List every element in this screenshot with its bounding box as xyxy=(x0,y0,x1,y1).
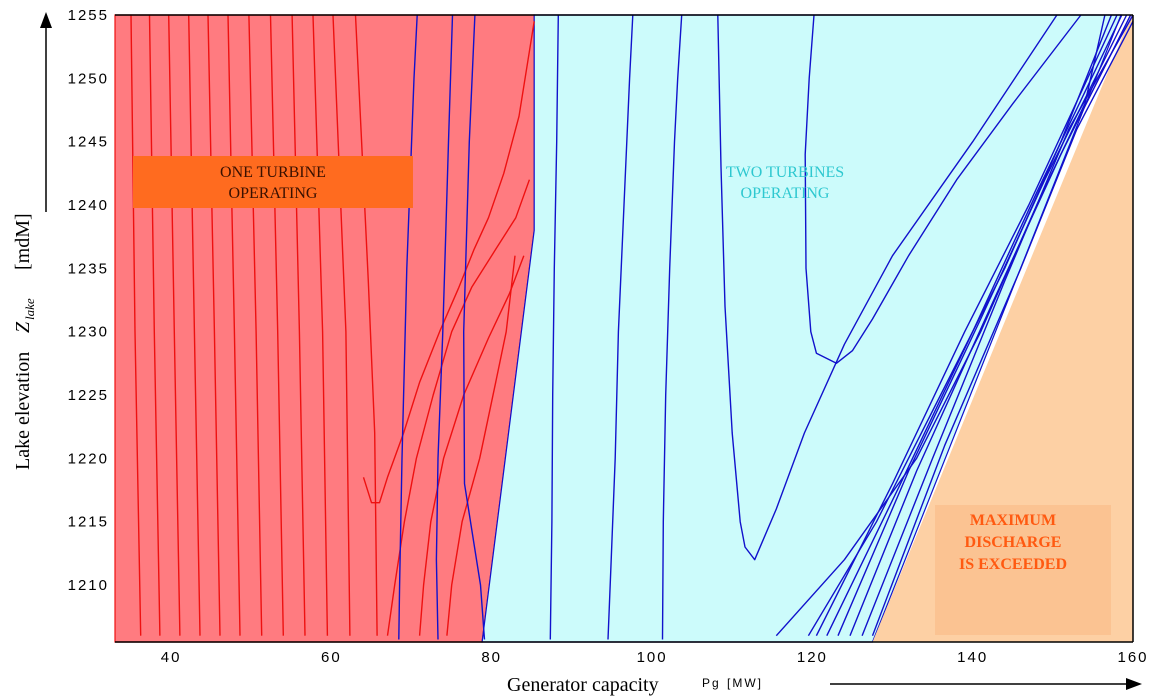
one-turbine-contour-line xyxy=(168,14,181,636)
x-tick-label: 140 xyxy=(957,649,988,666)
x-tick-label: 40 xyxy=(161,649,182,666)
max-discharge-label: MAXIMUM DISCHARGE IS EXCEEDED xyxy=(935,505,1111,635)
x-tick-label: 100 xyxy=(637,649,668,666)
one-turbine-contour-line xyxy=(291,14,306,636)
y-tick-labels: 1210 1215 1220 1225 1230 1235 1240 1245 1250 1255 xyxy=(68,7,109,594)
one-turbine-contour-line xyxy=(362,21,535,504)
two-turbine-contour-line xyxy=(871,20,1134,636)
two-turbine-contour-line xyxy=(398,14,418,640)
x-tick-label: 60 xyxy=(321,649,342,666)
one-turbine-contour-line xyxy=(130,14,142,636)
max-discharge-label-line-2: DISCHARGE xyxy=(965,534,1062,551)
one-turbine-contour-line xyxy=(269,14,284,636)
one-turbine-contour-line xyxy=(312,14,329,636)
y-axis-symbol-subscript: lake xyxy=(22,298,37,320)
one-turbine-contour-line xyxy=(188,14,201,636)
x-tick-label: 120 xyxy=(797,649,828,666)
y-axis-symbol: Z xyxy=(12,321,34,333)
two-turbines-label-line-1: TWO TURBINES xyxy=(726,164,844,181)
y-tick-label: 1210 xyxy=(68,577,109,594)
one-turbine-contour-line xyxy=(354,14,378,636)
two-turbine-contour-line xyxy=(826,14,1123,637)
two-turbine-contour-line xyxy=(463,14,486,640)
two-turbine-contour-line xyxy=(607,14,634,640)
one-turbine-label-line-2: OPERATING xyxy=(229,185,318,202)
two-turbines-label: TWO TURBINES OPERATING xyxy=(726,164,844,202)
x-tick-label: 80 xyxy=(481,649,502,666)
region-max-discharge xyxy=(872,15,1133,642)
y-tick-label: 1255 xyxy=(68,7,109,24)
x-axis-unit: [MW] xyxy=(727,676,763,690)
one-turbine-contour-line xyxy=(148,14,161,636)
x-tick-label: 160 xyxy=(1117,649,1148,666)
two-turbine-contour-line xyxy=(804,14,1082,364)
y-tick-label: 1235 xyxy=(68,260,109,277)
two-turbine-contour-line xyxy=(861,14,1134,636)
two-turbine-contour-line xyxy=(849,14,1132,636)
two-turbine-contour-line xyxy=(815,14,1118,637)
two-turbine-contour-line xyxy=(549,14,559,640)
contour-lines xyxy=(130,14,1134,640)
x-axis-symbol: Pg xyxy=(702,676,721,690)
y-tick-label: 1240 xyxy=(68,197,109,214)
x-axis-arrowhead xyxy=(1126,678,1142,690)
max-discharge-label-box xyxy=(935,505,1111,635)
max-discharge-label-line-1: MAXIMUM xyxy=(970,512,1056,529)
y-tick-label: 1230 xyxy=(68,324,109,341)
two-turbine-contour-line xyxy=(837,14,1128,636)
y-tick-label: 1245 xyxy=(68,134,109,151)
x-tick-labels: 40 60 80 100 120 140 160 xyxy=(161,649,1148,666)
y-axis-title: Lake elevation xyxy=(12,352,34,470)
one-turbine-contour-line xyxy=(332,14,351,636)
y-tick-label: 1215 xyxy=(68,514,109,531)
one-turbine-contour-line xyxy=(446,255,516,636)
y-axis-unit: [mdM] xyxy=(12,213,34,270)
one-turbine-label: ONE TURBINE OPERATING xyxy=(133,156,413,208)
max-discharge-label-line-3: IS EXCEEDED xyxy=(959,556,1067,573)
two-turbine-contour-line xyxy=(435,14,454,640)
one-turbine-contour-line xyxy=(207,14,221,636)
x-axis-title: Generator capacity xyxy=(507,674,659,696)
one-turbine-contour-line xyxy=(248,14,263,636)
two-turbine-contour-line xyxy=(717,14,1058,561)
y-tick-label: 1225 xyxy=(68,387,109,404)
two-turbines-label-line-2: OPERATING xyxy=(741,185,830,202)
two-turbine-contour-line xyxy=(661,14,683,640)
one-turbine-label-line-1: ONE TURBINE xyxy=(220,164,326,181)
y-tick-label: 1250 xyxy=(68,70,109,87)
one-turbine-contour-line xyxy=(227,14,241,636)
y-axis-title-group: Lake elevation Z lake [mdM] xyxy=(12,213,37,470)
y-tick-label: 1220 xyxy=(68,450,109,467)
two-turbine-contour-line xyxy=(775,14,1106,637)
y-axis-arrowhead xyxy=(40,12,52,28)
one-turbine-contour-line xyxy=(418,255,525,636)
one-turbine-label-box xyxy=(133,156,413,208)
